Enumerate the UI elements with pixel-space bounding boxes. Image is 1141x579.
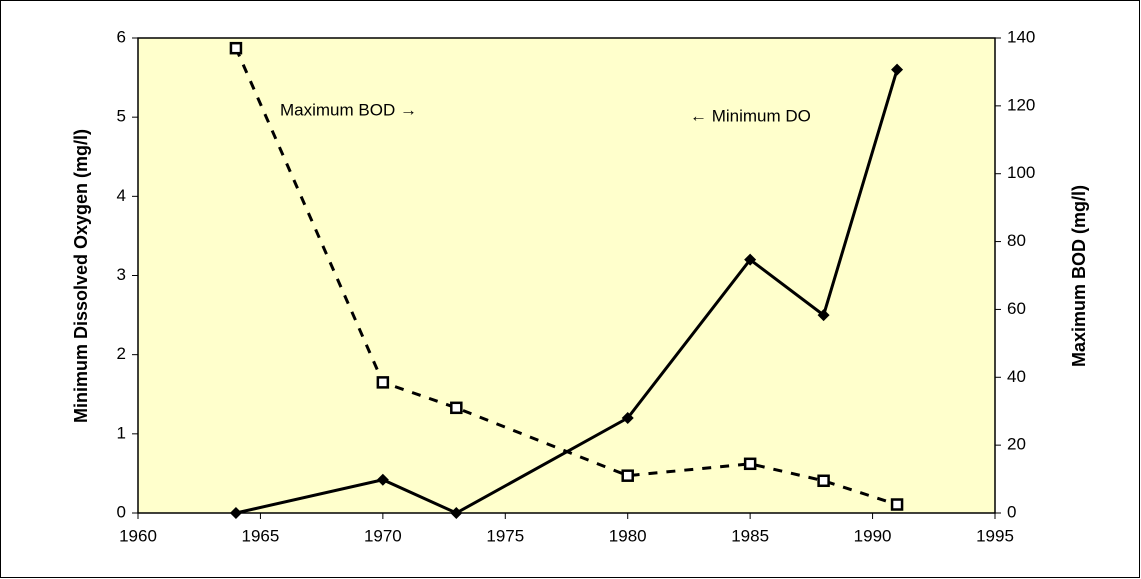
point <box>450 507 463 519</box>
point <box>376 473 389 486</box>
plot-area <box>137 37 996 514</box>
point <box>743 457 757 471</box>
x-tick-label: 1975 <box>486 526 524 545</box>
x-tick-label: 1980 <box>609 526 647 545</box>
y-tick-label: 3 <box>117 265 126 284</box>
point <box>229 507 242 519</box>
y2-tick-label: 20 <box>1007 435 1026 454</box>
y-tick-label: 0 <box>117 502 126 521</box>
point <box>817 474 830 488</box>
x-tick-label: 1990 <box>854 526 892 545</box>
y2-tick-label: 60 <box>1007 299 1026 318</box>
y2-tick-label: 40 <box>1007 367 1026 386</box>
point <box>744 253 757 266</box>
y-tick-label: 4 <box>117 186 126 205</box>
y-tick-label: 1 <box>117 423 126 442</box>
point <box>376 376 390 389</box>
point <box>621 469 634 482</box>
y-tick-label: 5 <box>117 107 126 126</box>
annotation: ← Minimum DO <box>690 106 811 125</box>
y2-tick-label: 0 <box>1007 502 1016 521</box>
point <box>890 498 904 511</box>
y2-tick-label: 80 <box>1007 231 1026 250</box>
y-tick-label: 6 <box>117 27 126 46</box>
x-tick-label: 1995 <box>976 526 1014 545</box>
x-tick-label: 1965 <box>242 526 280 545</box>
point <box>229 41 243 55</box>
x-tick-label: 1970 <box>364 526 402 545</box>
x-tick-label: 1960 <box>119 526 157 545</box>
point <box>450 401 463 415</box>
y2-tick-label: 120 <box>1007 95 1035 114</box>
y2-tick-label: 100 <box>1007 163 1035 182</box>
point <box>817 309 830 322</box>
y-axis-label: Minimum Dissolved Oxygen (mg/l) <box>71 129 91 423</box>
point <box>621 412 634 424</box>
y2-axis-label: Maximum BOD (mg/l) <box>1069 185 1089 367</box>
annotation: Maximum BOD → <box>280 100 417 119</box>
x-tick-label: 1985 <box>731 526 769 545</box>
point <box>891 63 904 76</box>
y-tick-label: 2 <box>117 344 126 363</box>
y2-tick-label: 140 <box>1007 27 1035 46</box>
